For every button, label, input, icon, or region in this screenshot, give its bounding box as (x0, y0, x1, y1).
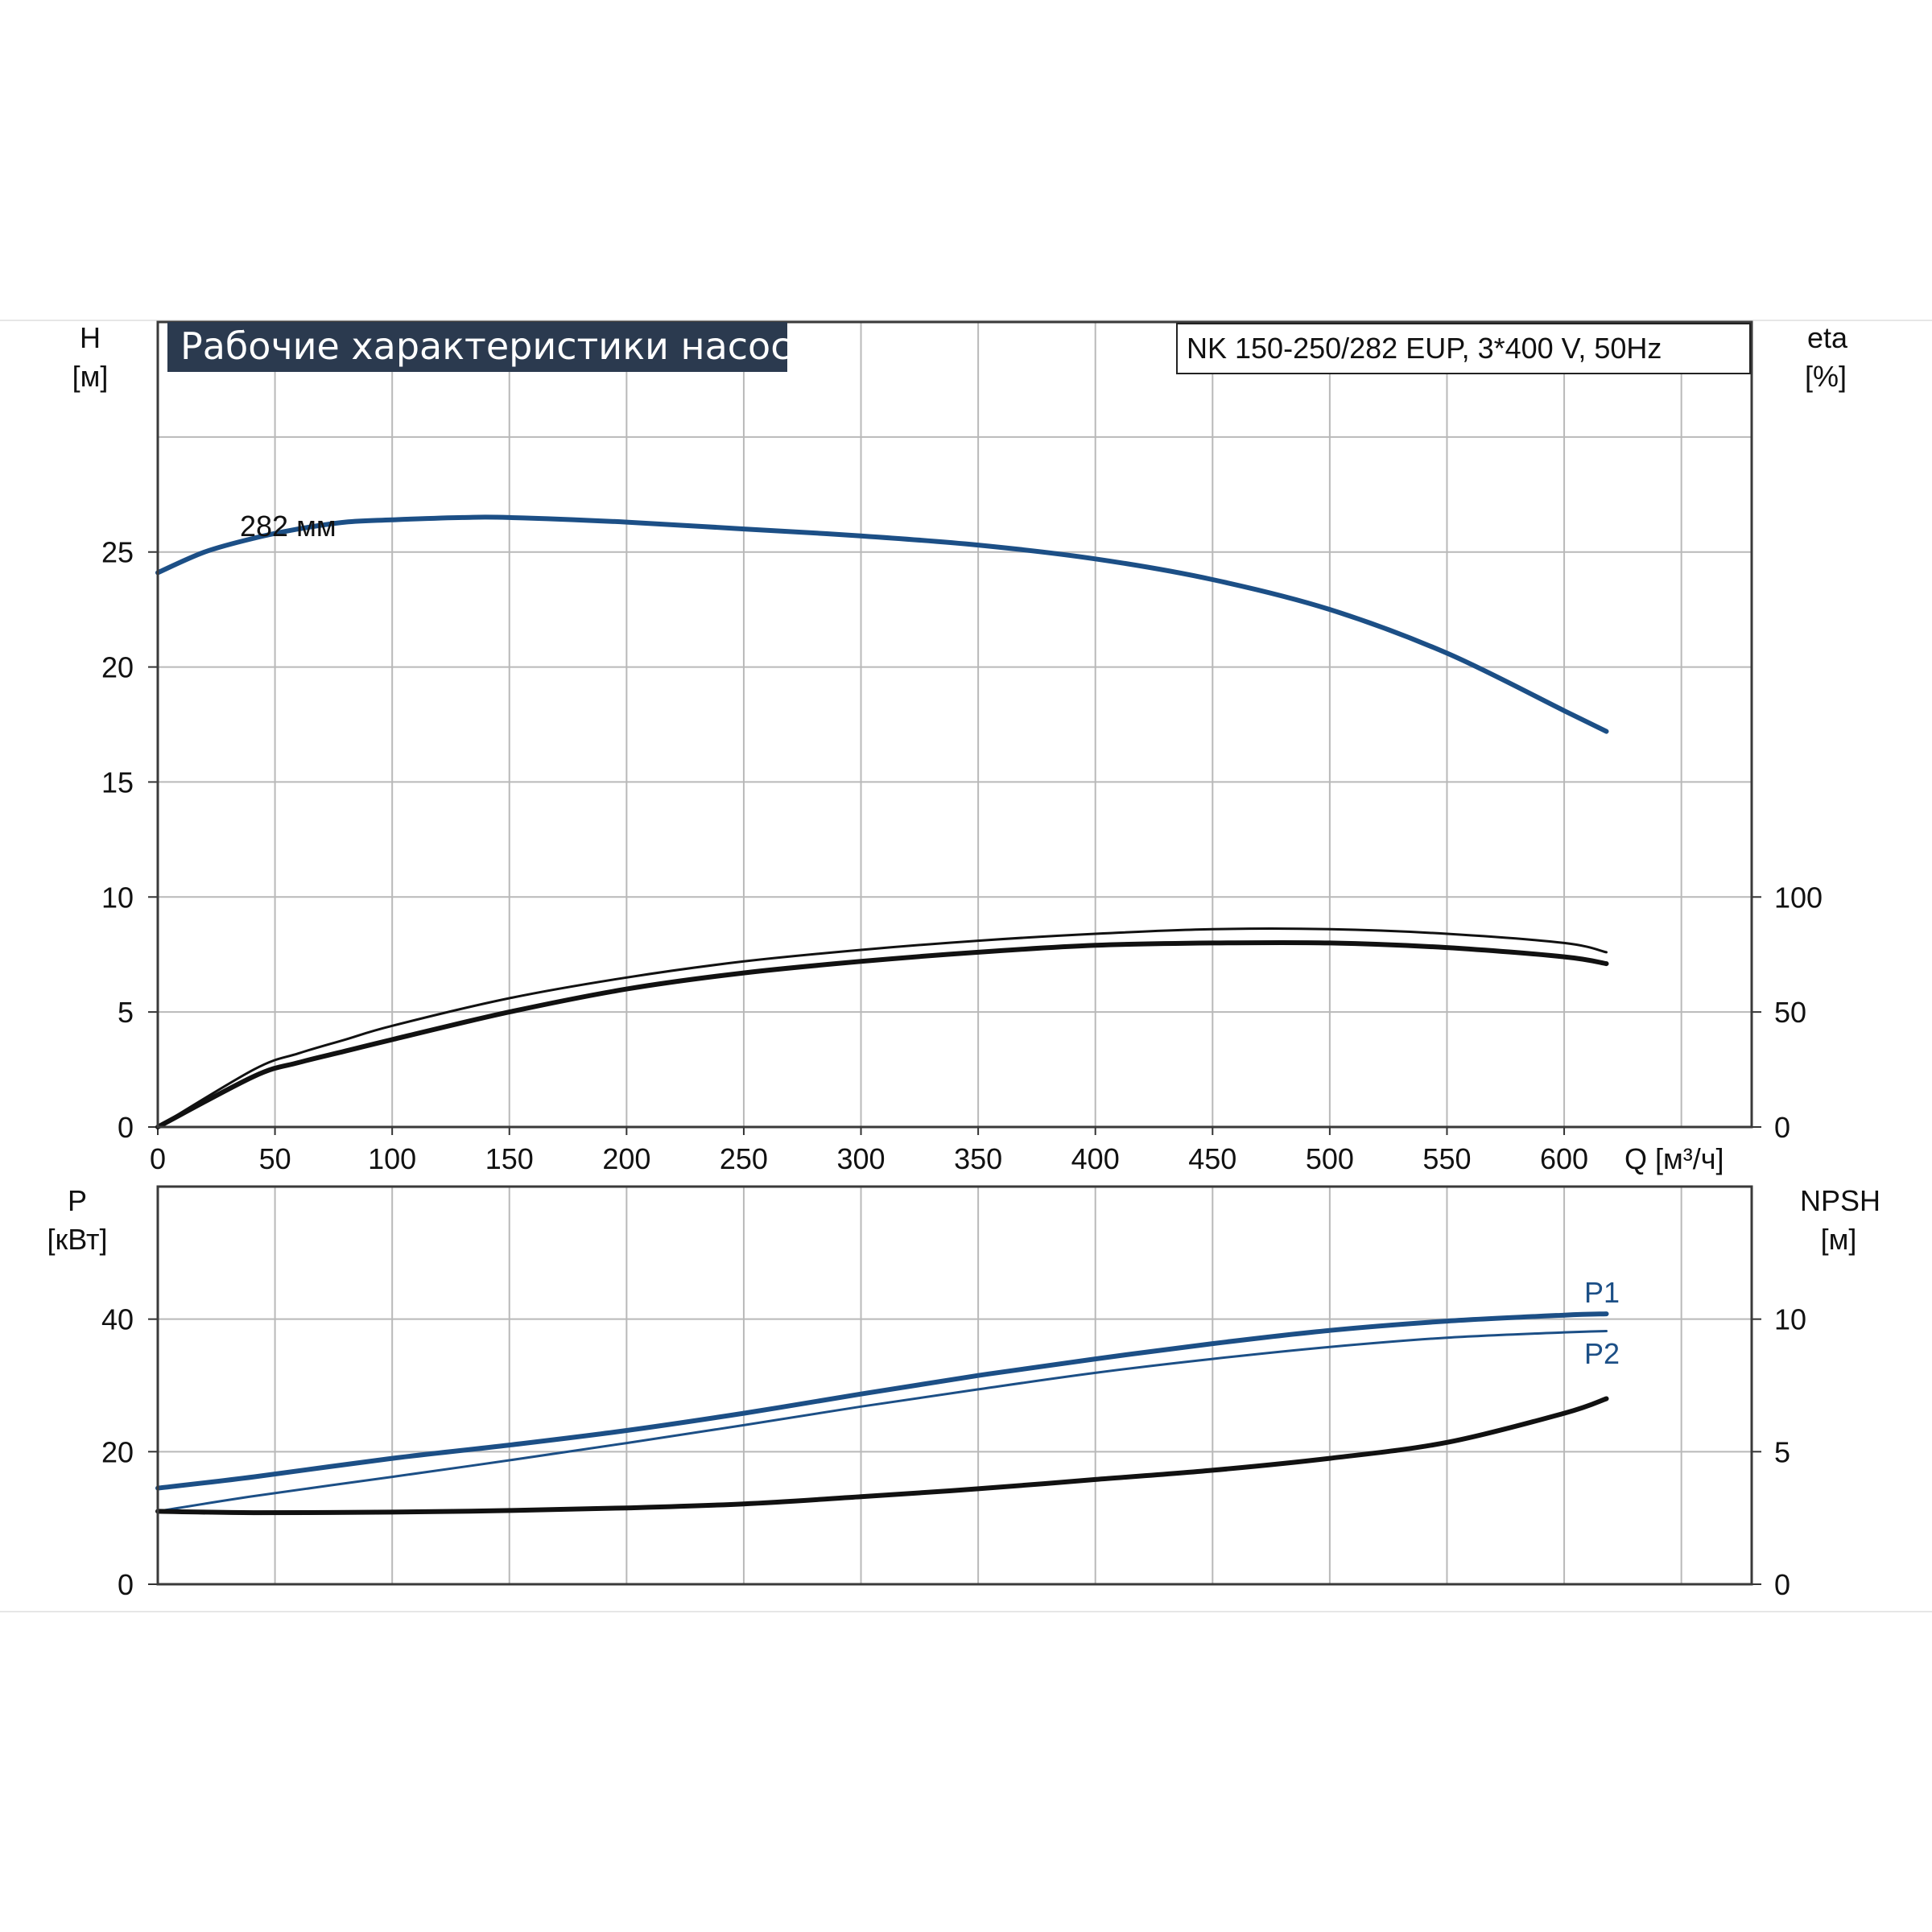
top-plot-ticks: 0 50 100 150 200 250 300 350 400 450 500 550 6000510… (101, 536, 1823, 1175)
y-left-label-bottom: P (68, 1184, 87, 1217)
y-right-tick-label: 5 (1774, 1435, 1790, 1468)
series-line-top-1 (155, 939, 1609, 1129)
top-plot-series (155, 514, 1609, 1129)
series-line-bottom-2 (155, 1396, 1609, 1516)
x-tick-label: 250 (720, 1142, 768, 1175)
y-right-unit-top: [%] (1805, 360, 1847, 393)
y-right-tick-label: 50 (1774, 996, 1806, 1029)
y-right-tick-label: 10 (1774, 1303, 1806, 1336)
x-tick-label: 300 (836, 1142, 885, 1175)
model-label: NK 150-250/282 EUP, 3*400 V, 50Hz (1187, 332, 1662, 365)
series-line-top-2 (156, 927, 1608, 1129)
y-left-tick-label: 0 (118, 1568, 134, 1601)
y-left-tick-label: 20 (101, 1435, 134, 1468)
y-left-tick-label: 25 (101, 536, 134, 569)
y-left-tick-label: 10 (101, 881, 134, 914)
y-right-unit-bottom: [м] (1821, 1223, 1857, 1256)
bottom-plot-ticks: 0 20 40 0 5 10 (101, 1303, 1806, 1601)
y-left-tick-label: 20 (101, 651, 134, 684)
series-line-bottom-1 (156, 1330, 1608, 1513)
y-right-tick-label: 0 (1774, 1568, 1790, 1601)
top-plot-grid (158, 322, 1752, 1127)
chart-title-box (167, 322, 787, 372)
y-left-tick-label: 5 (118, 996, 134, 1029)
series-label-p1: P1 (1584, 1276, 1620, 1309)
y-left-tick-label: 0 (118, 1111, 134, 1144)
y-left-label-top: H (80, 321, 101, 354)
y-right-label-bottom: NPSH (1800, 1184, 1880, 1217)
x-tick-label: 150 (485, 1142, 534, 1175)
model-box (1176, 323, 1751, 374)
x-tick-label: 600 (1540, 1142, 1588, 1175)
top-plot-frame (156, 320, 1753, 1129)
y-right-tick-label: 0 (1774, 1111, 1790, 1144)
x-tick-label: 50 (259, 1142, 291, 1175)
y-left-tick-label: 15 (101, 766, 134, 799)
series-label-p2: P2 (1584, 1337, 1620, 1370)
series-line-bottom-0 (155, 1311, 1609, 1491)
x-tick-label: 350 (954, 1142, 1002, 1175)
y-right-label-top: eta (1807, 321, 1848, 354)
y-right-tick-label: 100 (1774, 881, 1823, 914)
bottom-plot-frame (156, 1185, 1753, 1586)
impeller-diameter-annotation: 282 мм (240, 510, 336, 543)
x-axis-label: Q [м³/ч] (1624, 1142, 1724, 1175)
y-left-unit-bottom: [кВт] (47, 1223, 107, 1256)
bottom-plot-series (155, 1311, 1609, 1516)
y-left-tick-label: 40 (101, 1303, 134, 1336)
y-left-unit-top: [м] (72, 360, 109, 393)
x-tick-label: 500 (1306, 1142, 1354, 1175)
x-tick-label: 0 (150, 1142, 166, 1175)
x-tick-label: 550 (1422, 1142, 1471, 1175)
x-tick-label: 400 (1071, 1142, 1120, 1175)
x-tick-label: 450 (1188, 1142, 1236, 1175)
x-tick-label: 200 (602, 1142, 650, 1175)
x-tick-label: 100 (368, 1142, 416, 1175)
series-line-top-0 (155, 514, 1609, 734)
chart-title: Рабочие характеристики насоса (180, 324, 814, 368)
bottom-plot-grid (158, 1187, 1752, 1584)
